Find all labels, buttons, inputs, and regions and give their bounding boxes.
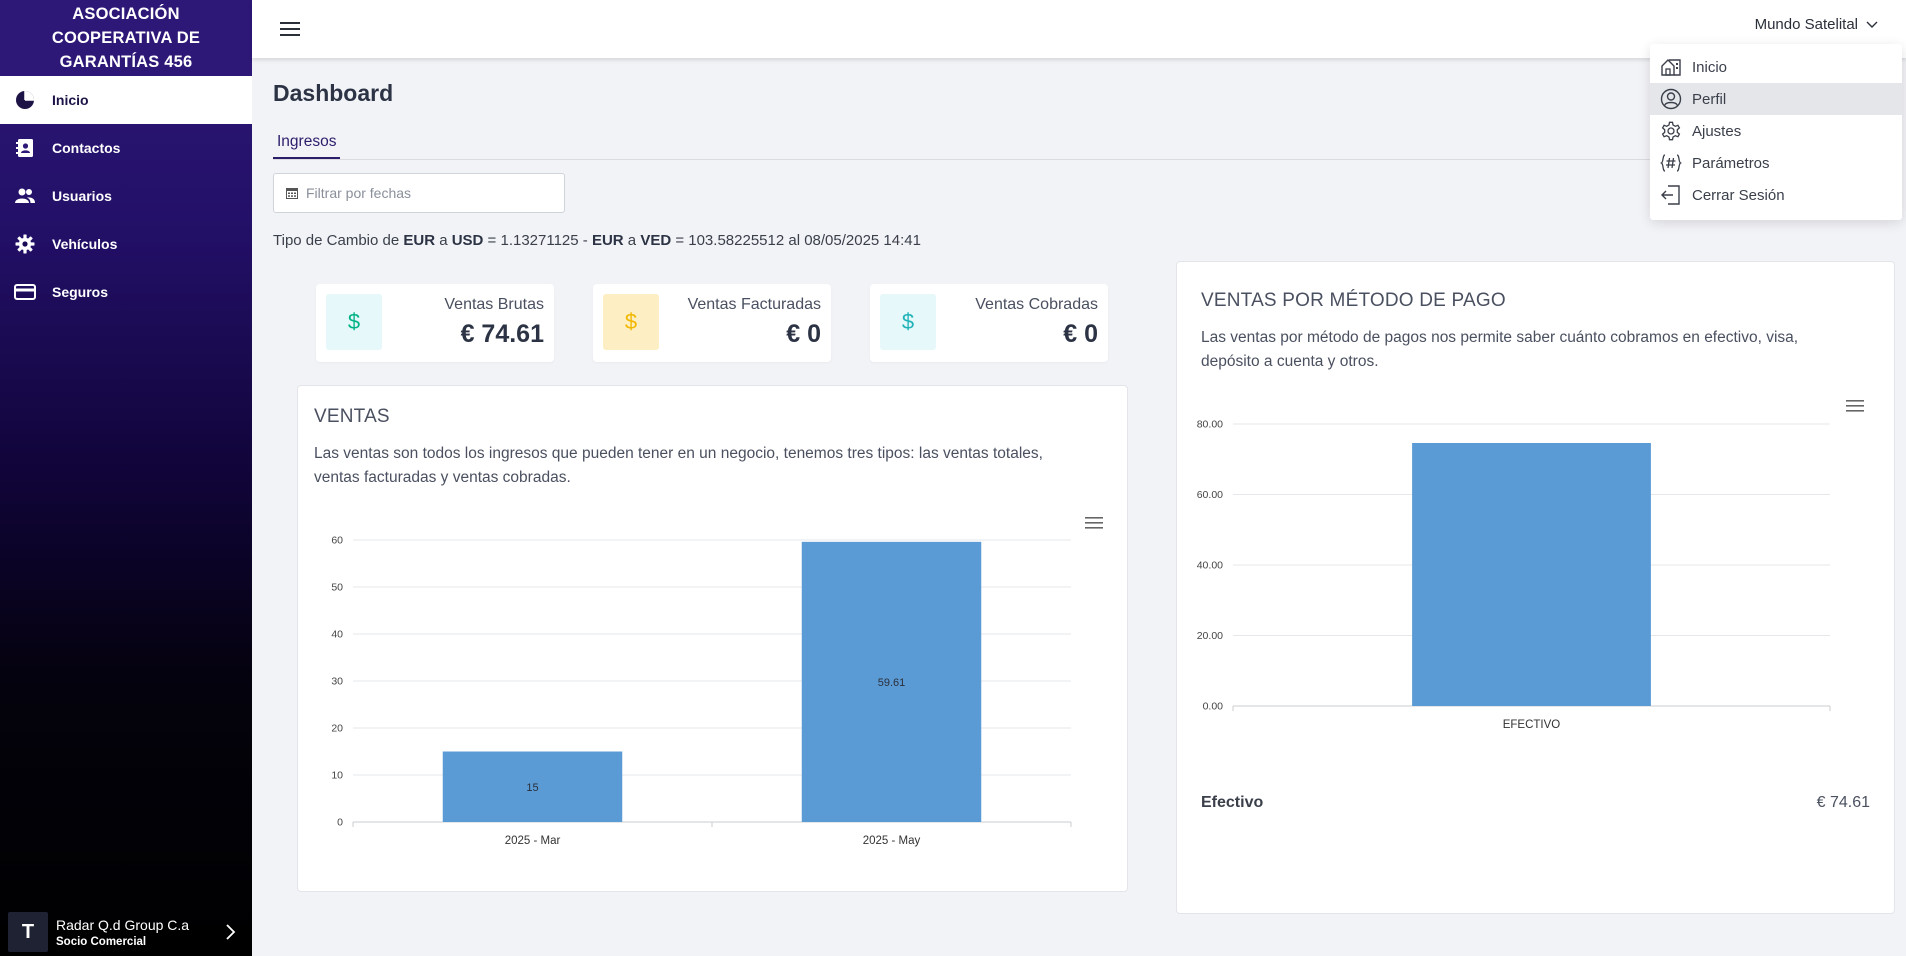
stat-label: Ventas Cobradas	[975, 296, 1098, 313]
y-tick-label: 80.00	[1197, 419, 1223, 431]
user-circle-icon	[1660, 88, 1682, 110]
data-label: 59.61	[878, 677, 906, 689]
contacts-icon	[14, 137, 36, 159]
payment-legend-row: Efectivo € 74.61	[1201, 794, 1870, 812]
y-tick-label: 60.00	[1197, 489, 1223, 501]
y-tick-label: 20	[331, 723, 343, 735]
dropdown-item-inicio[interactable]: Inicio	[1650, 51, 1902, 83]
brand-title: ASOCIACIÓN COOPERATIVA DE GARANTÍAS 456	[0, 0, 252, 76]
y-tick-label: 20.00	[1197, 630, 1223, 642]
chart-menu-icon[interactable]	[1084, 515, 1104, 531]
sidebar-item-label: Inicio	[52, 92, 89, 108]
panel-title: VENTAS POR MÉTODO DE PAGO	[1201, 290, 1506, 311]
hashtag-icon	[1660, 152, 1682, 174]
stat-label: Ventas Brutas	[444, 296, 544, 313]
date-filter-placeholder: Filtrar por fechas	[306, 185, 412, 201]
sidebar-item-label: Vehículos	[52, 236, 118, 252]
user-name: Mundo Satelital	[1754, 16, 1858, 33]
dollar-icon: $	[603, 294, 659, 350]
panel-title: VENTAS	[314, 406, 390, 427]
date-filter-input[interactable]: Filtrar por fechas	[273, 173, 565, 213]
tab-ingresos[interactable]: Ingresos	[273, 130, 341, 159]
dropdown-item-parametros[interactable]: Parámetros	[1650, 147, 1902, 179]
topbar: Mundo Satelital	[252, 0, 1906, 58]
exchange-rate-text: Tipo de Cambio de EUR a USD = 1.13271125…	[273, 232, 921, 249]
settings-icon	[1660, 120, 1682, 142]
dropdown-item-label: Inicio	[1692, 58, 1728, 76]
y-tick-label: 30	[331, 676, 343, 688]
ventas-panel: VENTAS Las ventas son todos los ingresos…	[297, 385, 1128, 892]
users-icon	[14, 185, 36, 207]
sidebar-item-vehiculos[interactable]: Vehículos	[0, 220, 252, 268]
stat-card-ventas-brutas: $ Ventas Brutas € 74.61	[316, 284, 554, 362]
account-role: Socio Comercial	[56, 935, 147, 948]
x-tick-label: 2025 - May	[863, 835, 921, 847]
sidebar-item-label: Seguros	[52, 284, 109, 300]
bar	[1412, 442, 1651, 706]
sidebar-item-label: Usuarios	[52, 188, 112, 204]
y-tick-label: 50	[331, 582, 343, 594]
ventas-metodo-pago-panel: VENTAS POR MÉTODO DE PAGO Las ventas por…	[1176, 261, 1895, 914]
gear-icon	[14, 233, 36, 255]
credit-card-icon	[14, 281, 36, 303]
tab-bar: Ingresos	[273, 130, 1893, 160]
user-dropdown-menu: Inicio Perfil Ajustes Parámetros Cerrar …	[1650, 44, 1902, 220]
y-tick-label: 0.00	[1203, 701, 1224, 713]
hamburger-menu-icon[interactable]	[278, 17, 302, 41]
calendar-icon	[286, 187, 298, 199]
chevron-down-icon	[1866, 16, 1878, 33]
stat-card-ventas-cobradas: $ Ventas Cobradas € 0	[870, 284, 1108, 362]
dropdown-item-ajustes[interactable]: Ajustes	[1650, 115, 1902, 147]
dropdown-item-label: Ajustes	[1692, 122, 1742, 140]
avatar: T	[8, 912, 48, 952]
chart-menu-icon[interactable]	[1845, 398, 1865, 414]
user-menu-toggle[interactable]: Mundo Satelital	[1755, 16, 1878, 33]
bar	[442, 751, 623, 822]
dropdown-item-label: Perfil	[1692, 90, 1727, 108]
account-switcher[interactable]: T Radar Q.d Group C.a Socio Comercial	[0, 908, 252, 956]
logout-icon	[1660, 184, 1682, 206]
dropdown-item-label: Parámetros	[1692, 154, 1770, 172]
payment-method-value: € 74.61	[1816, 794, 1870, 811]
sidebar-item-inicio[interactable]: Inicio	[0, 76, 252, 124]
pie-chart-icon	[14, 89, 36, 111]
y-tick-label: 0	[337, 817, 343, 829]
y-tick-label: 10	[331, 770, 343, 782]
dropdown-item-perfil[interactable]: Perfil	[1650, 83, 1902, 115]
sidebar-item-usuarios[interactable]: Usuarios	[0, 172, 252, 220]
panel-description: Las ventas son todos los ingresos que pu…	[314, 445, 1043, 486]
page-title: Dashboard	[273, 80, 394, 106]
stat-value: € 0	[786, 320, 821, 348]
sidebar: ASOCIACIÓN COOPERATIVA DE GARANTÍAS 456 …	[0, 0, 252, 956]
y-tick-label: 40.00	[1197, 560, 1223, 572]
data-label: 15	[526, 782, 538, 794]
stat-card-ventas-facturadas: $ Ventas Facturadas € 0	[593, 284, 831, 362]
dropdown-item-cerrar-sesion[interactable]: Cerrar Sesión	[1650, 179, 1902, 211]
bar	[801, 541, 982, 822]
y-tick-label: 60	[331, 535, 343, 547]
dollar-icon: $	[326, 294, 382, 350]
sidebar-nav: Inicio Contactos Usuarios Vehículos Segu…	[0, 76, 252, 316]
account-name: Radar Q.d Group C.a	[56, 916, 190, 933]
x-tick-label: EFECTIVO	[1503, 719, 1561, 731]
sidebar-item-seguros[interactable]: Seguros	[0, 268, 252, 316]
y-tick-label: 40	[331, 629, 343, 641]
sidebar-item-label: Contactos	[52, 140, 121, 156]
stat-label: Ventas Facturadas	[687, 296, 821, 313]
chevron-right-icon	[218, 920, 242, 944]
x-tick-label: 2025 - Mar	[505, 835, 561, 847]
dollar-icon: $	[880, 294, 936, 350]
home-icon	[1660, 56, 1682, 78]
dropdown-item-label: Cerrar Sesión	[1692, 186, 1785, 204]
stat-value: € 74.61	[460, 320, 544, 348]
sidebar-item-contactos[interactable]: Contactos	[0, 124, 252, 172]
stat-value: € 0	[1063, 320, 1098, 348]
payment-method-name: Efectivo	[1201, 794, 1264, 811]
panel-description: Las ventas por método de pagos nos permi…	[1201, 329, 1799, 370]
